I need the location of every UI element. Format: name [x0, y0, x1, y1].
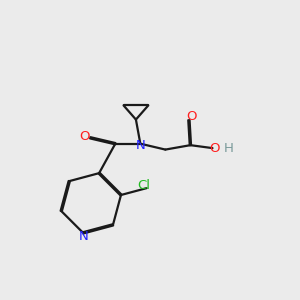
- Text: O: O: [209, 142, 220, 154]
- Text: O: O: [187, 110, 197, 123]
- Text: Cl: Cl: [138, 179, 151, 192]
- Text: H: H: [224, 142, 234, 154]
- Text: O: O: [80, 130, 90, 143]
- Text: N: N: [136, 139, 145, 152]
- Text: N: N: [79, 230, 88, 243]
